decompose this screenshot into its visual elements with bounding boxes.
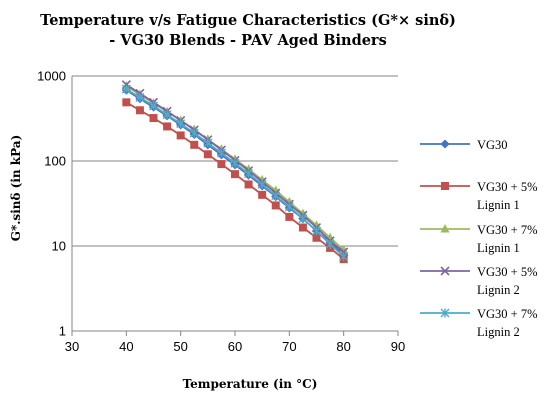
- series-2-point-4: [163, 122, 172, 131]
- series-2-point-3: [149, 114, 158, 123]
- series-5-point-17: [339, 252, 349, 262]
- y-tick-label-1: 1: [59, 324, 66, 339]
- legend-label-3-line-2: Lignin 1: [477, 241, 520, 255]
- series-5-point-12: [271, 191, 281, 201]
- x-axis-title: Temperature (in °C): [183, 377, 318, 391]
- series-5-point-11: [257, 179, 267, 189]
- series-2-point-9: [231, 170, 239, 179]
- series-5-point-5: [176, 119, 186, 129]
- legend-label-5-line-1: VG30 + 7%: [477, 307, 538, 321]
- x-tick-label-50: 50: [173, 339, 187, 354]
- x-tick-label-70: 70: [282, 339, 296, 354]
- series-3-point-14: [298, 208, 308, 218]
- legend-swatch-marker-4: [440, 266, 450, 276]
- legend-label-4-line-1: VG30 + 5%: [477, 265, 538, 279]
- series-5-point-3: [149, 101, 158, 111]
- legend-entry-3: VG30 + 7% Lignin 1: [420, 223, 538, 255]
- y-axis-title: G*.sinδ (in kPa): [9, 135, 23, 242]
- series-2-line: [125, 101, 345, 260]
- series-5-point-10: [244, 169, 254, 179]
- axes: [71, 76, 399, 336]
- series-2-point-2: [135, 106, 144, 115]
- chart-title-line-1: Temperature v/s Fatigue Characteristics …: [40, 12, 456, 29]
- x-tick-label-80: 80: [336, 339, 350, 354]
- series-5-point-6: [189, 128, 199, 138]
- series-2-point-5: [176, 131, 185, 140]
- legend-entry-2: VG30 + 5% Lignin 1: [420, 180, 538, 212]
- legend-swatch-marker-5: [440, 308, 450, 318]
- series-5-point-16: [325, 239, 335, 249]
- y-tick-label-10: 10: [52, 239, 66, 254]
- x-tick-label-30: 30: [65, 339, 79, 354]
- legend-swatch-marker-1: [440, 139, 450, 149]
- series-2-point-12: [271, 201, 280, 210]
- x-tick-label-40: 40: [119, 339, 133, 354]
- series-2-point-15: [312, 233, 321, 242]
- series-5-point-4: [162, 110, 172, 120]
- series-group: [121, 80, 349, 264]
- legend-entry-1: VG30: [420, 138, 508, 152]
- legend-label-3-line-1: VG30 + 7%: [477, 223, 538, 237]
- legend-entry-5: VG30 + 7% Lignin 2: [420, 307, 538, 339]
- chart-title-line-2: - VG30 Blends - PAV Aged Binders: [109, 32, 387, 49]
- legend-label-5-line-2: Lignin 2: [477, 325, 520, 339]
- series-5: [121, 84, 349, 262]
- legend-label-1-line-1: VG30: [477, 138, 508, 152]
- x-tick-label-60: 60: [228, 339, 242, 354]
- series-2-point-6: [190, 140, 199, 149]
- series-5-point-1: [121, 84, 131, 94]
- x-tick-label-90: 90: [391, 339, 405, 354]
- series-5-point-8: [216, 148, 226, 158]
- series-3-point-15: [312, 220, 321, 229]
- legend-label-2-line-2: Lignin 1: [477, 198, 520, 212]
- series-2-point-13: [285, 212, 294, 221]
- series-5-point-7: [203, 138, 213, 148]
- series-2-point-1: [122, 98, 131, 107]
- series-5-point-9: [230, 158, 240, 168]
- y-tick-label-1000: 1000: [37, 69, 66, 84]
- legend-swatch-marker-3: [440, 224, 450, 233]
- y-tick-label-100: 100: [44, 154, 66, 169]
- series-2-point-10: [244, 180, 253, 189]
- legend-label-4-line-2: Lignin 2: [477, 283, 520, 297]
- series-2-point-8: [217, 160, 226, 169]
- series-2-point-14: [298, 223, 307, 232]
- legend-label-2-line-1: VG30 + 5%: [477, 180, 538, 194]
- series-5-point-14: [298, 214, 308, 224]
- series-5-point-15: [312, 226, 321, 236]
- series-5-point-2: [135, 92, 145, 102]
- legend-swatch-marker-2: [441, 182, 449, 190]
- series-2-point-7: [203, 150, 212, 159]
- series-2-point-11: [258, 190, 267, 199]
- legend-entry-4: VG30 + 5% Lignin 2: [420, 265, 538, 297]
- tick-labels: 1 10 100 1000 30 40 50 60 70 80 90: [37, 69, 405, 355]
- series-5-point-13: [284, 202, 294, 212]
- series-2: [122, 98, 348, 264]
